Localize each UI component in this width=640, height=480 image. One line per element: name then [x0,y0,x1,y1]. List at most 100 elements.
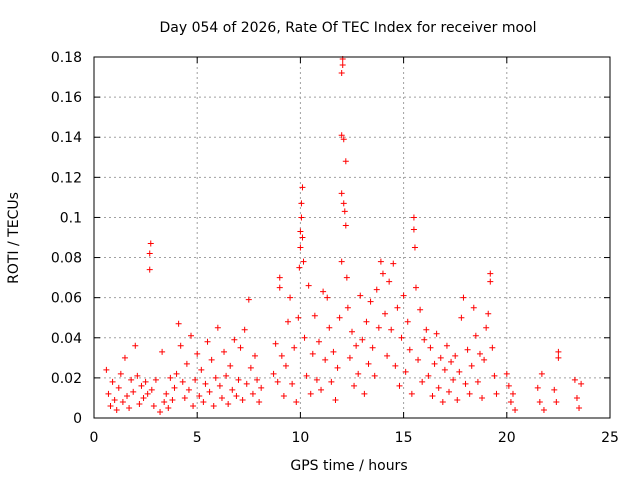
x-tick-label: 20 [498,430,516,446]
data-point [448,358,455,365]
data-point [272,340,279,347]
data-point [392,362,399,369]
y-tick-label: 0.08 [51,251,82,267]
data-point [233,392,240,399]
data-point [115,384,122,391]
data-point [400,292,407,299]
data-point [402,368,409,375]
data-point [446,388,453,395]
data-point [270,370,277,377]
data-point [280,392,287,399]
data-point [412,284,419,291]
data-point [538,370,545,377]
data-point [249,390,256,397]
data-point [119,398,126,405]
data-point [435,384,442,391]
data-point [285,318,292,325]
data-point [512,406,519,413]
data-point [555,354,562,361]
data-points [103,56,585,415]
data-point [144,390,151,397]
data-point [132,342,139,349]
x-tick-label: 15 [395,430,413,446]
data-point [390,260,397,267]
data-point [161,398,168,405]
data-point [111,396,118,403]
data-point [237,344,244,351]
data-point [210,402,217,409]
data-point [147,240,154,247]
data-point [169,396,176,403]
data-point [136,400,143,407]
data-point [371,372,378,379]
y-tick-label: 0.14 [51,130,82,146]
data-point [113,406,120,413]
plot-frame [93,56,611,419]
data-point [394,304,401,311]
y-tick-label: 0 [73,411,82,427]
data-point [117,370,124,377]
data-point [417,306,424,313]
data-point [276,284,283,291]
data-point [105,390,112,397]
data-point [185,386,192,393]
data-point [251,352,258,359]
data-point [239,396,246,403]
data-point [487,270,494,277]
data-point [468,362,475,369]
data-point [258,384,265,391]
data-point [293,398,300,405]
data-point [551,386,558,393]
data-point [483,324,490,331]
data-point [229,386,236,393]
data-point [361,390,368,397]
data-point [479,394,486,401]
data-point [339,62,346,69]
data-point [200,398,207,405]
data-point [206,388,213,395]
data-point [454,396,461,403]
data-point [466,390,473,397]
data-point [357,292,364,299]
data-point [481,356,488,363]
data-point [472,332,479,339]
data-point [235,376,242,383]
data-point [311,312,318,319]
data-point [555,348,562,355]
data-point [476,350,483,357]
data-point [437,354,444,361]
data-point [307,390,314,397]
data-point [173,370,180,377]
data-point [464,346,471,353]
data-point [256,398,263,405]
x-tick-label: 0 [90,430,99,446]
data-point [340,136,347,143]
data-point [341,208,348,215]
data-point [130,388,137,395]
data-point [367,298,374,305]
data-point [198,366,205,373]
data-point [338,258,345,265]
data-point [190,402,197,409]
data-point [353,342,360,349]
data-point [398,334,405,341]
data-point [297,228,304,235]
data-point [150,402,157,409]
data-point [441,366,448,373]
data-point [107,402,114,409]
data-point [196,392,203,399]
data-point [485,310,492,317]
data-point [487,278,494,285]
data-point [299,184,306,191]
data-point [148,386,155,393]
data-point [241,326,248,333]
data-point [355,370,362,377]
y-axis-title: ROTI / TECUs [6,192,22,284]
data-point [346,354,353,361]
data-point [338,132,345,139]
data-point [140,394,147,401]
data-point [573,394,580,401]
y-tick-label: 0.04 [51,331,82,347]
data-point [171,384,178,391]
y-tick-label: 0.1 [60,210,82,226]
